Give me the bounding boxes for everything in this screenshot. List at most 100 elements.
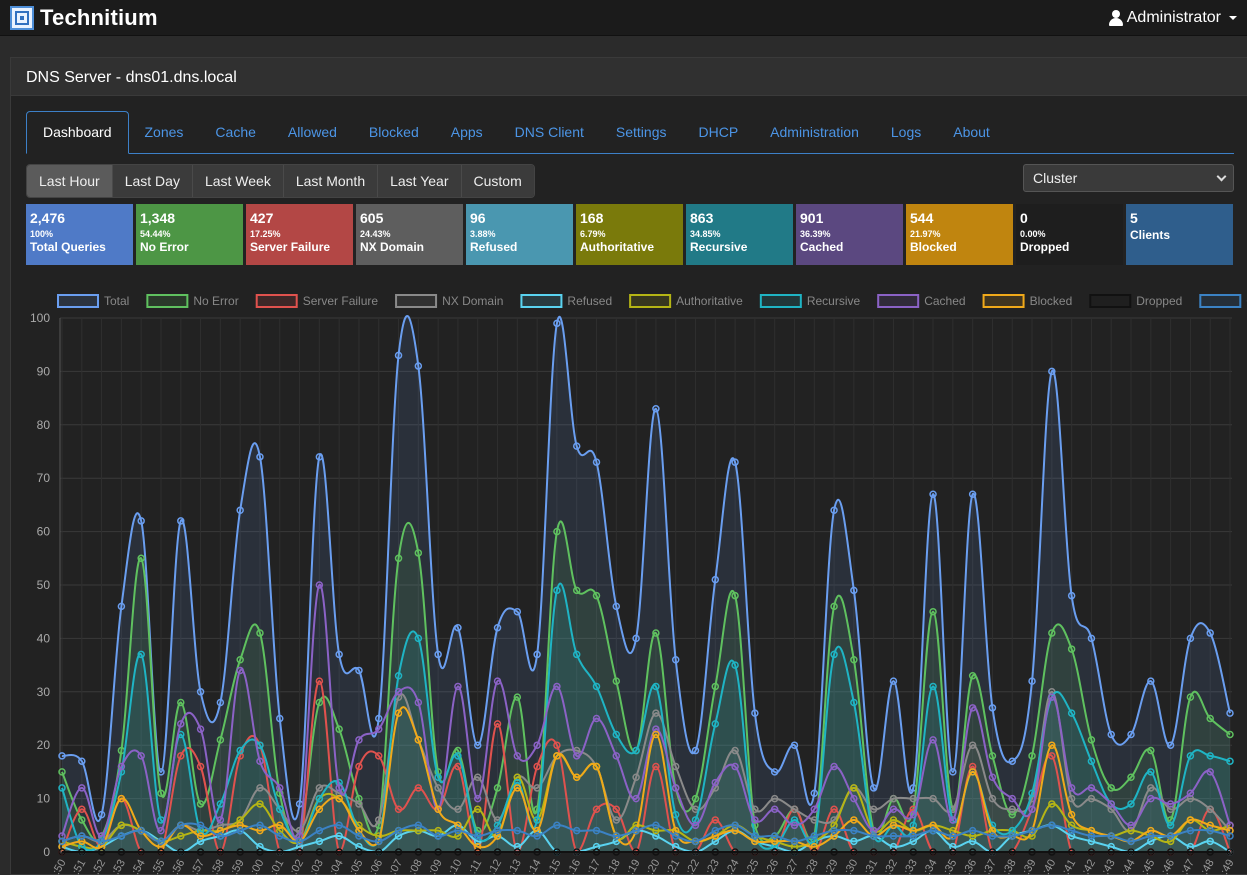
range-last-year-button[interactable]: Last Year (378, 165, 462, 197)
stat-percent: 36.39% (800, 229, 831, 239)
stat-label: No Error (140, 240, 189, 254)
point-total (78, 757, 86, 765)
y-tick-label: 20 (37, 738, 51, 752)
tab-cache[interactable]: Cache (215, 124, 256, 140)
point-total (1008, 757, 1016, 765)
range-custom-button[interactable]: Custom (461, 165, 534, 197)
point-nx-domain (256, 784, 264, 792)
stat-percent: 100% (30, 229, 54, 239)
queries-line-chart: 0 10 20 30 40 50 60 70 80 90 100:50:51:52:53:54:55… (30, 294, 1247, 875)
point-cached (196, 725, 205, 733)
point-total (335, 650, 343, 659)
legend-label-dropped: Dropped (1136, 294, 1182, 308)
point-clients (414, 821, 423, 830)
tab-blocked[interactable]: Blocked (368, 124, 419, 140)
tab-dhcp[interactable]: DHCP (698, 124, 739, 140)
point-no-error (1067, 645, 1076, 653)
range-last-day-button[interactable]: Last Day (112, 165, 193, 197)
stat-value: 863 (690, 210, 714, 226)
point-cached (1147, 794, 1155, 803)
point-recursive (850, 698, 858, 707)
point-dropped (553, 848, 561, 856)
tab-logs[interactable]: Logs (890, 124, 922, 140)
point-blocked (196, 832, 205, 840)
range-last-month-button[interactable]: Last Month (283, 165, 379, 197)
user-menu[interactable]: Administrator (1108, 9, 1237, 27)
point-nx-domain (1008, 805, 1016, 814)
point-cached (553, 682, 561, 691)
tab-dns-client[interactable]: DNS Client (514, 124, 584, 140)
x-tick-label: :01 (268, 858, 286, 875)
point-no-error (236, 656, 244, 664)
point-clients (1166, 832, 1175, 840)
point-no-error (612, 677, 621, 685)
point-dropped (97, 848, 106, 856)
x-tick-label: :54 (130, 858, 148, 875)
point-dropped (572, 848, 581, 856)
point-blocked (1186, 816, 1195, 824)
point-clients (790, 837, 799, 846)
cluster-node-select[interactable]: Cluster (1023, 164, 1234, 192)
point-total (513, 607, 522, 616)
point-recursive (315, 794, 324, 803)
stat-percent: 24.43% (360, 229, 391, 239)
point-nx-domain (929, 794, 937, 803)
point-blocked (572, 773, 581, 781)
point-clients (117, 832, 126, 840)
point-cached (1087, 784, 1096, 792)
x-tick-label: :35 (941, 858, 959, 875)
x-tick-label: :55 (150, 858, 168, 875)
point-dropped (869, 848, 878, 856)
tab-dashboard[interactable]: Dashboard (26, 111, 129, 154)
x-tick-label: :02 (288, 858, 306, 875)
point-dropped (850, 848, 858, 856)
range-last-hour-button[interactable]: Last Hour (27, 165, 113, 197)
point-dropped (770, 848, 779, 856)
point-dropped (177, 848, 185, 856)
point-total (137, 517, 145, 525)
point-total (374, 714, 383, 723)
point-no-error (731, 591, 739, 600)
point-blocked (553, 752, 561, 760)
series-line-recursive (61, 582, 1231, 852)
point-blocked (335, 794, 343, 803)
tab-settings[interactable]: Settings (615, 124, 667, 140)
point-total (315, 453, 324, 461)
point-recursive (652, 682, 660, 691)
brand[interactable]: Technitium (10, 5, 158, 31)
point-no-error (988, 752, 997, 760)
point-no-error (493, 784, 502, 792)
x-tick-label: :58 (209, 858, 227, 875)
tab-apps[interactable]: Apps (450, 124, 483, 140)
x-tick-label: :38 (1001, 858, 1019, 875)
point-nx-domain (1087, 794, 1096, 803)
point-total (572, 442, 581, 450)
point-dropped (612, 848, 621, 856)
point-nx-domain (454, 805, 462, 814)
y-tick-label: 10 (37, 792, 51, 806)
tab-about[interactable]: About (953, 124, 990, 140)
series-line-clients (61, 822, 1231, 843)
point-recursive (929, 682, 937, 691)
point-cached (909, 810, 918, 819)
point-total (1127, 730, 1135, 739)
range-last-week-button[interactable]: Last Week (192, 165, 284, 197)
point-total (196, 688, 205, 696)
point-no-error (1186, 693, 1195, 701)
point-nx-domain (790, 805, 799, 814)
tab-allowed[interactable]: Allowed (287, 124, 337, 140)
point-clients (355, 832, 363, 840)
point-clients (1226, 832, 1234, 840)
point-dropped (1186, 848, 1195, 856)
point-clients (58, 837, 66, 846)
point-refused (315, 837, 324, 846)
tab-administration[interactable]: Administration (770, 124, 859, 140)
tab-zones[interactable]: Zones (144, 124, 184, 140)
point-total (434, 650, 442, 659)
point-nx-domain (315, 784, 324, 792)
stat-percent: 34.85% (690, 229, 721, 239)
point-total (1166, 741, 1175, 749)
point-no-error (137, 554, 145, 563)
stat-label: Refused (470, 240, 518, 254)
point-total (177, 517, 185, 525)
